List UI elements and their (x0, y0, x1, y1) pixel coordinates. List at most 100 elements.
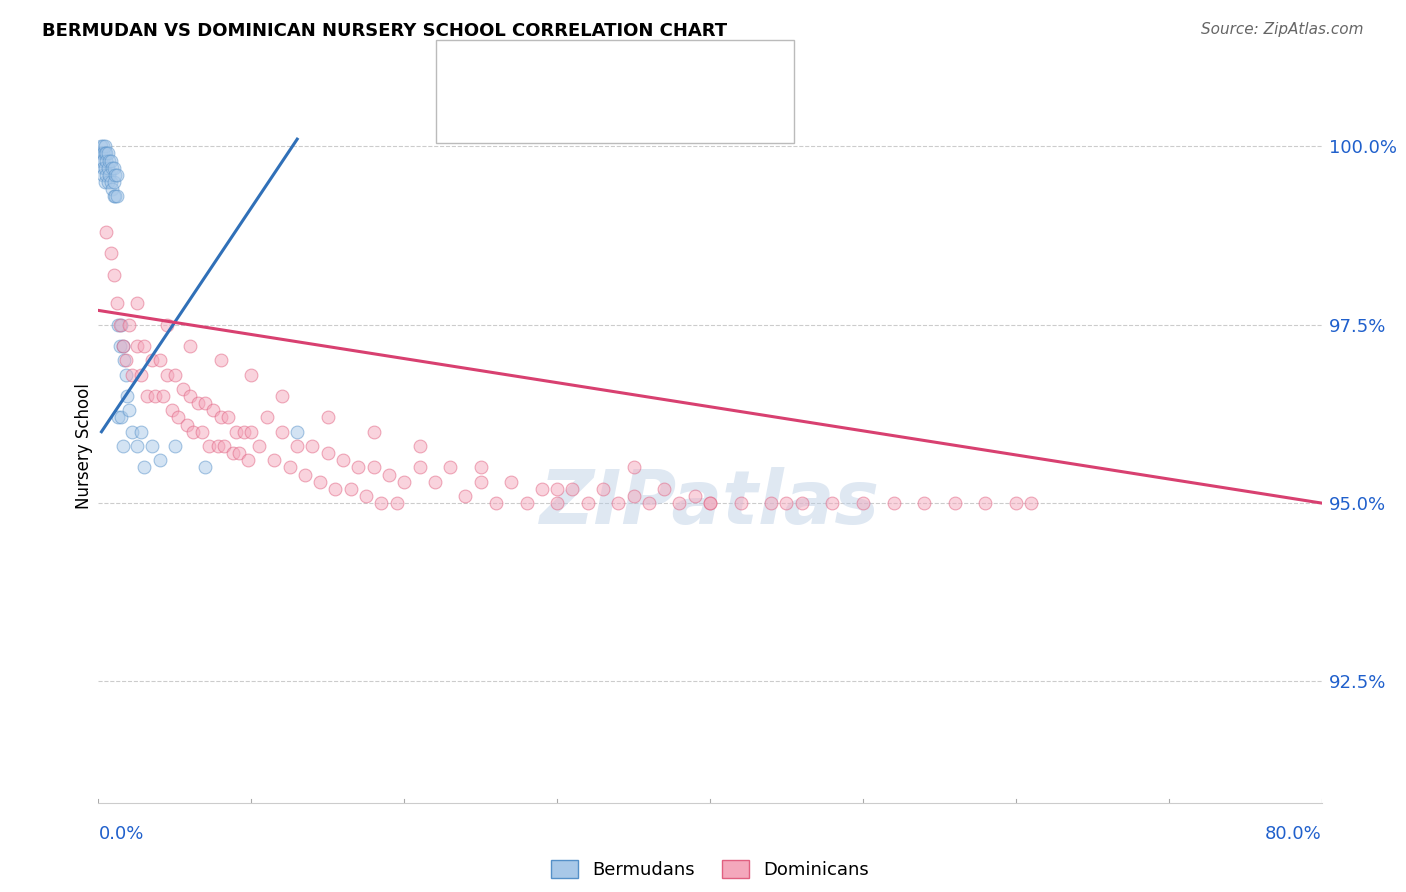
Point (91, 139, 114, 153)
Point (270, 389, 292, 403)
Point (256, 410, 278, 425)
Point (121, 425, 143, 439)
Point (163, 439, 186, 453)
Point (943, 496, 966, 510)
Point (316, 446, 339, 460)
Point (111, 339, 134, 353)
Point (156, 368, 179, 382)
Point (107, 410, 129, 425)
Point (370, 496, 392, 510)
Point (93, 146, 115, 161)
Point (134, 339, 156, 353)
Point (91, 153, 114, 168)
Text: ZIPatlas: ZIPatlas (540, 467, 880, 540)
Point (93, 161, 115, 175)
Point (112, 353, 135, 368)
Text: R =  0.288    N =   51: R = 0.288 N = 51 (496, 63, 735, 81)
Point (240, 368, 263, 382)
Point (623, 460, 645, 475)
Point (94, 146, 117, 161)
Legend: Bermudans, Dominicans: Bermudans, Dominicans (544, 853, 876, 887)
Point (98, 153, 121, 168)
Point (470, 475, 492, 489)
Point (546, 482, 568, 496)
Point (309, 475, 332, 489)
Point (97, 175, 120, 189)
Point (217, 410, 239, 425)
Point (263, 453, 285, 467)
Point (187, 396, 209, 410)
Point (167, 410, 190, 425)
Text: Source: ZipAtlas.com: Source: ZipAtlas.com (1201, 22, 1364, 37)
Point (232, 425, 254, 439)
Point (197, 439, 219, 453)
Point (439, 460, 461, 475)
Point (100, 246, 122, 260)
Point (363, 425, 385, 439)
Point (117, 389, 139, 403)
Point (637, 496, 661, 510)
Point (652, 482, 675, 496)
Point (883, 496, 905, 510)
Point (111, 439, 134, 453)
Point (179, 339, 201, 353)
Point (392, 475, 416, 489)
Point (1004, 496, 1026, 510)
Point (176, 417, 198, 432)
Point (93, 175, 115, 189)
Point (623, 489, 645, 503)
Point (143, 389, 166, 403)
Point (93, 139, 115, 153)
Text: 80.0%: 80.0% (1265, 825, 1322, 843)
Point (118, 318, 141, 332)
Point (118, 403, 141, 417)
Point (363, 460, 385, 475)
Point (408, 439, 430, 453)
Point (408, 460, 430, 475)
Point (115, 353, 138, 368)
Point (103, 189, 125, 203)
Point (97, 161, 120, 175)
Point (97, 146, 120, 161)
Point (821, 496, 844, 510)
Point (149, 453, 172, 467)
Point (347, 460, 370, 475)
Point (149, 353, 172, 368)
Point (91, 161, 114, 175)
Point (108, 318, 131, 332)
Point (454, 489, 477, 503)
Point (125, 296, 148, 310)
Point (194, 460, 217, 475)
Point (129, 368, 152, 382)
Point (607, 496, 630, 510)
Point (592, 482, 614, 496)
Point (301, 439, 323, 453)
Point (98, 168, 121, 182)
Point (103, 175, 125, 189)
Point (225, 425, 247, 439)
Point (470, 460, 492, 475)
Point (730, 496, 752, 510)
Point (103, 161, 125, 175)
Point (94, 153, 117, 168)
Point (699, 496, 721, 510)
Point (285, 425, 308, 439)
Point (790, 496, 813, 510)
Point (332, 453, 354, 467)
Point (209, 353, 232, 368)
Point (156, 318, 179, 332)
Point (546, 496, 568, 510)
Point (110, 410, 132, 425)
Point (105, 189, 128, 203)
Point (91, 146, 114, 161)
Point (561, 482, 583, 496)
Point (101, 161, 124, 175)
Point (94, 225, 117, 239)
Point (125, 439, 148, 453)
Point (668, 496, 690, 510)
Point (516, 496, 538, 510)
Point (141, 353, 163, 368)
Point (104, 168, 127, 182)
Y-axis label: Nursery School: Nursery School (75, 383, 93, 509)
Point (107, 318, 129, 332)
